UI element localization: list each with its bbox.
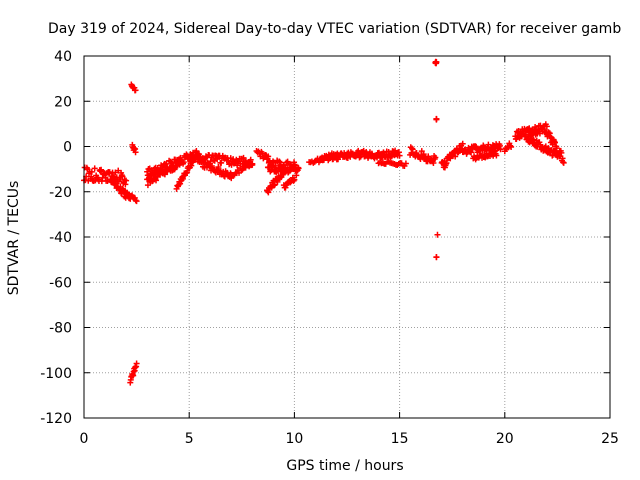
data-point	[295, 165, 302, 172]
data-point	[432, 154, 439, 161]
y-tick-label: 0	[63, 140, 72, 156]
x-tick-label: 0	[80, 431, 89, 447]
data-point	[133, 360, 140, 367]
data-point	[215, 164, 222, 171]
y-tick-label: -20	[49, 185, 72, 201]
data-point	[560, 159, 567, 166]
data-point	[132, 149, 139, 156]
data-point	[433, 59, 440, 66]
data-point	[278, 174, 285, 181]
data-point	[238, 167, 245, 174]
data-points	[81, 58, 567, 386]
y-tick-label: 20	[54, 94, 72, 110]
data-point	[434, 231, 441, 238]
data-point	[433, 115, 440, 122]
data-point	[452, 153, 459, 160]
data-point	[396, 152, 403, 159]
data-point	[91, 165, 98, 172]
data-point	[119, 173, 126, 180]
data-point	[132, 87, 139, 94]
data-point	[153, 177, 160, 184]
y-tick-label: -60	[49, 275, 72, 291]
data-point	[553, 145, 560, 152]
grid-lines	[84, 56, 610, 418]
data-point	[552, 139, 559, 146]
data-point	[276, 158, 283, 165]
data-point	[459, 140, 466, 147]
data-point	[186, 157, 193, 164]
data-point	[543, 123, 550, 130]
data-point	[144, 182, 151, 189]
x-tick-label: 20	[496, 431, 514, 447]
data-point	[180, 159, 187, 166]
chart-title: Day 319 of 2024, Sidereal Day-to-day VTE…	[48, 21, 621, 37]
y-axis-label: SDTVAR / TECUs	[6, 181, 22, 296]
x-tick-label: 10	[285, 431, 303, 447]
data-point	[402, 160, 409, 167]
data-point	[123, 177, 130, 184]
data-point	[430, 160, 437, 167]
x-tick-label: 5	[185, 431, 194, 447]
data-point	[433, 253, 440, 260]
data-point	[558, 149, 565, 156]
data-point	[248, 161, 255, 168]
data-point	[240, 154, 247, 161]
data-point	[291, 162, 298, 169]
data-point	[175, 158, 182, 165]
data-point	[133, 198, 140, 205]
data-point	[282, 168, 289, 175]
data-point	[468, 149, 475, 156]
data-point	[228, 175, 235, 182]
data-point	[532, 124, 539, 131]
data-point	[291, 176, 298, 183]
x-tick-label: 15	[391, 431, 409, 447]
data-point	[409, 146, 416, 153]
data-point	[497, 146, 504, 153]
data-point	[98, 166, 105, 173]
data-point	[493, 152, 500, 159]
data-point	[508, 144, 515, 151]
data-point	[270, 159, 277, 166]
y-tick-label: 40	[54, 49, 72, 65]
y-tick-label: -120	[40, 411, 72, 427]
data-point	[218, 159, 225, 166]
data-point	[88, 168, 95, 175]
data-point	[249, 160, 256, 167]
y-tick-label: -40	[49, 230, 72, 246]
axis-ticks: 0 5 10 15 20 25 -120 -100 -80 -60 -40 -20 0 20 40	[40, 49, 619, 447]
y-tick-label: -80	[49, 321, 72, 337]
plot-frame	[83, 55, 611, 419]
data-point	[290, 177, 297, 184]
y-tick-label: -100	[40, 366, 72, 382]
x-tick-label: 25	[601, 431, 619, 447]
x-axis-label: GPS time / hours	[286, 458, 403, 474]
